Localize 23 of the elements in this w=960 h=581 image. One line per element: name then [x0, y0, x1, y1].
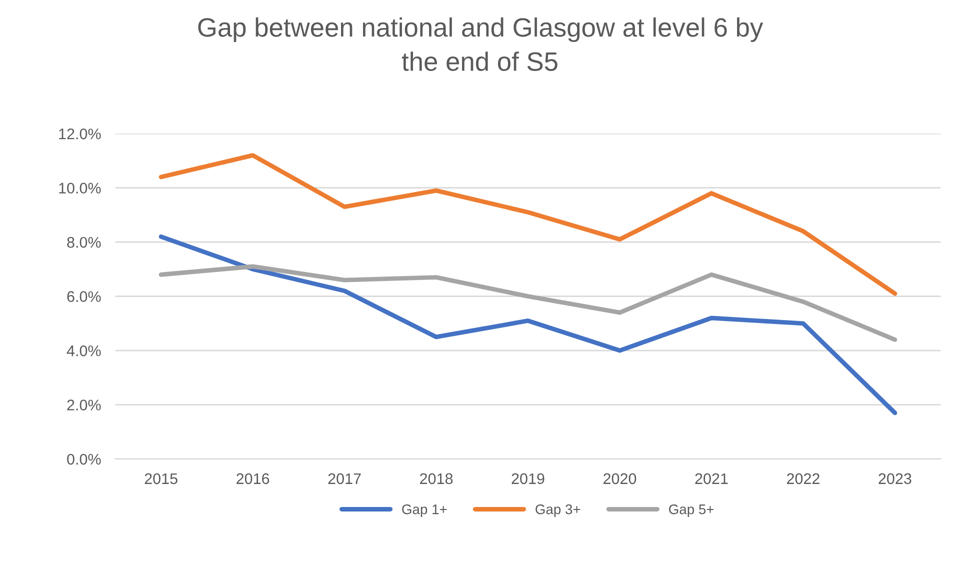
- y-tick-label: 8.0%: [67, 236, 101, 248]
- x-tick-label: 2022: [786, 473, 820, 484]
- legend-label: Gap 3+: [536, 504, 580, 517]
- y-tick-label: 2.0%: [67, 400, 101, 410]
- x-tick-label: 2021: [695, 473, 728, 484]
- x-tick-label: 2015: [144, 473, 178, 484]
- line-series: [158, 153, 898, 296]
- line-series: [158, 234, 898, 416]
- y-tick-label: 10.0%: [59, 182, 101, 194]
- x-tick-label: 2016: [236, 473, 270, 484]
- legend-label: Gap 1+: [402, 504, 447, 517]
- legend-label: Gap 5+: [669, 504, 714, 517]
- line-series: [158, 264, 898, 342]
- y-tick-label: 12.0%: [59, 128, 101, 140]
- x-tick-label: 2018: [420, 473, 453, 484]
- x-tick-label: 2020: [604, 473, 636, 484]
- x-tick-label: 2023: [878, 473, 912, 484]
- x-tick-label: 2017: [328, 473, 361, 484]
- y-tick-label: 6.0%: [67, 291, 101, 302]
- y-tick-label: 4.0%: [66, 345, 101, 356]
- x-tick-label: 2019: [512, 473, 544, 484]
- y-tick-label: 0.0%: [67, 454, 101, 465]
- chart-title: Gap between national and Glasgow at level 6 by the end of S5: [198, 17, 764, 71]
